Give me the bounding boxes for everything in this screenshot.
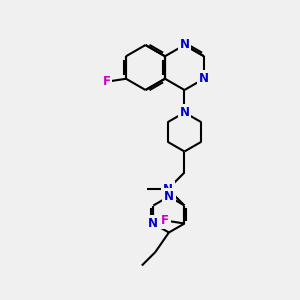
- Text: F: F: [103, 75, 110, 88]
- Text: N: N: [199, 72, 209, 85]
- Text: N: N: [148, 217, 158, 230]
- Text: F: F: [161, 214, 169, 227]
- Text: N: N: [164, 190, 174, 203]
- Text: N: N: [163, 182, 173, 196]
- Text: N: N: [179, 106, 190, 119]
- Text: N: N: [179, 38, 190, 52]
